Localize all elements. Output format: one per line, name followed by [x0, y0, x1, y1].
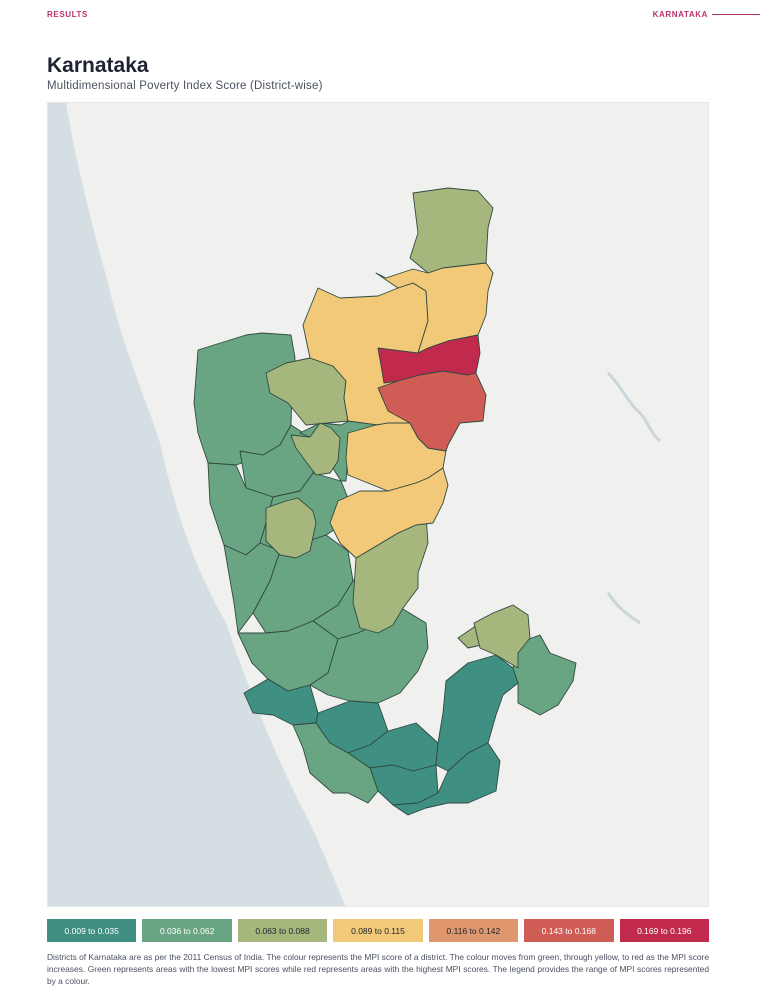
- river: [606, 592, 641, 625]
- district-region: [375, 262, 494, 354]
- legend-item: 0.169 to 0.196: [619, 919, 709, 942]
- district-region: [292, 722, 379, 804]
- district-region: [473, 604, 531, 669]
- karnataka-map: [48, 103, 708, 906]
- district-region: [265, 497, 317, 559]
- legend-item: 0.143 to 0.168: [524, 919, 614, 942]
- state-section-label: KARNATAKA: [652, 10, 708, 19]
- map-caption: Districts of Karnataka are as per the 20…: [47, 952, 709, 986]
- legend-item: 0.009 to 0.035: [47, 919, 137, 942]
- section-label: RESULTS: [47, 10, 88, 19]
- map-panel: [47, 102, 709, 907]
- district-region: [409, 187, 494, 274]
- district-region: [512, 634, 577, 716]
- header-rule: [712, 14, 760, 15]
- district-region: [290, 422, 341, 476]
- legend-item: 0.089 to 0.115: [333, 919, 423, 942]
- page-title: Karnataka: [47, 54, 149, 77]
- district-region: [329, 467, 449, 559]
- legend-item: 0.036 to 0.062: [142, 919, 232, 942]
- legend-item: 0.116 to 0.142: [428, 919, 519, 942]
- district-region: [377, 370, 487, 452]
- legend-item: 0.063 to 0.088: [237, 919, 328, 942]
- mpi-legend: 0.009 to 0.035 0.036 to 0.062 0.063 to 0.0…: [47, 919, 709, 942]
- arabian-sea: [48, 103, 346, 906]
- river: [606, 371, 661, 443]
- district-region: [392, 742, 501, 816]
- page-subtitle: Multidimensional Poverty Index Score (Di…: [47, 80, 323, 92]
